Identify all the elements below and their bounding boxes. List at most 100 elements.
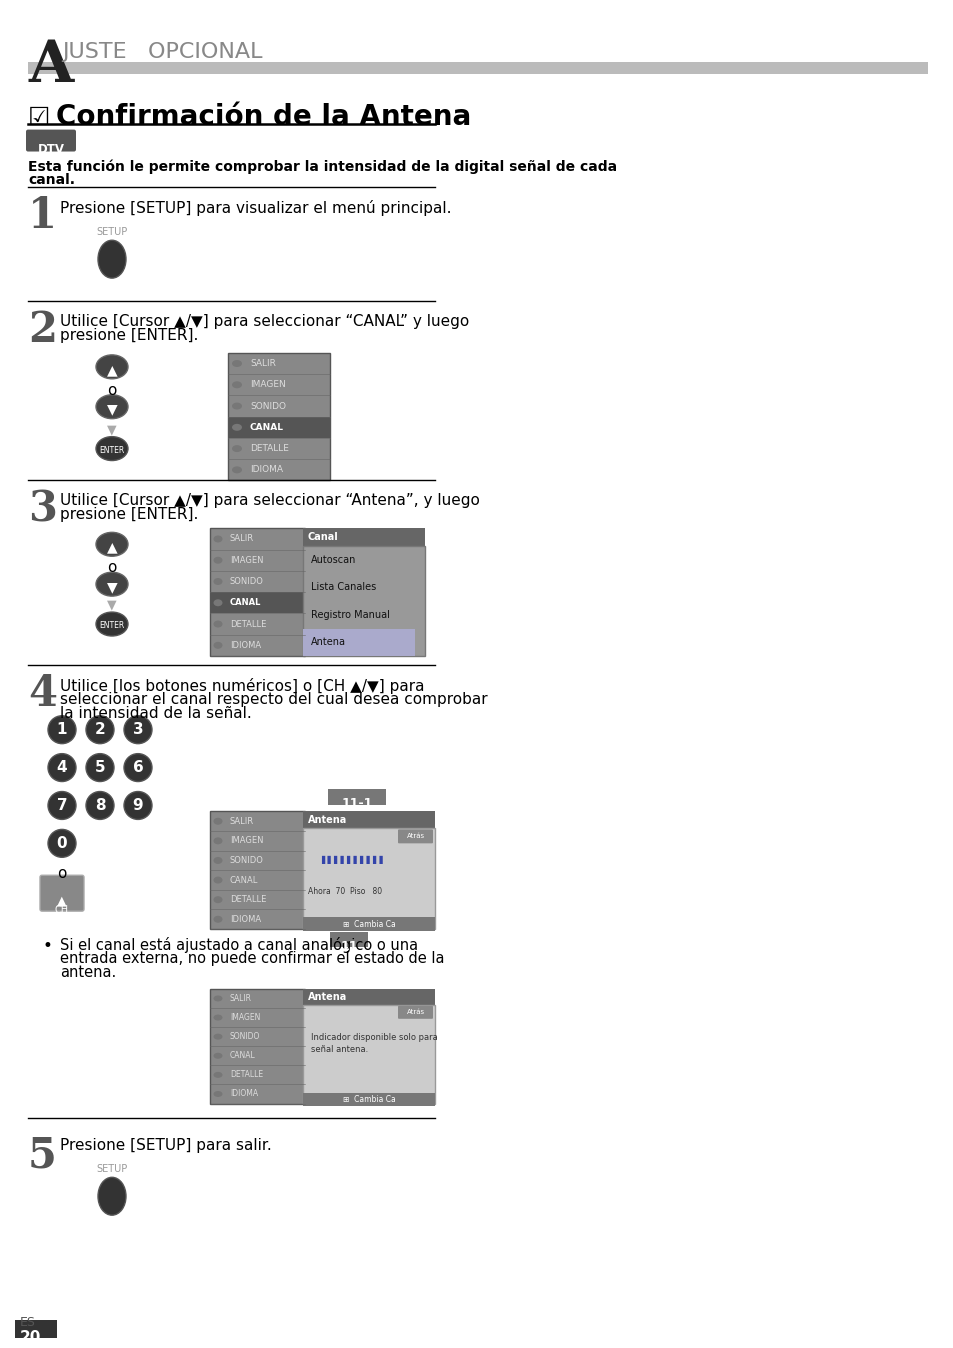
Text: 11-1: 11-1 — [341, 798, 373, 810]
Text: IMAGEN: IMAGEN — [230, 555, 263, 565]
Text: CANAL: CANAL — [250, 423, 284, 431]
Text: SALIR: SALIR — [250, 359, 275, 368]
Ellipse shape — [213, 876, 222, 883]
Text: 7: 7 — [56, 798, 68, 813]
Text: SALIR: SALIR — [230, 817, 253, 826]
Text: ENTER: ENTER — [99, 446, 125, 454]
Text: Confirmación de la Antena: Confirmación de la Antena — [56, 102, 471, 131]
Text: 4: 4 — [56, 760, 68, 775]
Text: Antena: Antena — [311, 638, 346, 647]
Text: Antena: Antena — [308, 992, 347, 1002]
Text: Presione [SETUP] para visualizar el menú principal.: Presione [SETUP] para visualizar el menú… — [60, 201, 451, 217]
Text: Esta función le permite comprobar la intensidad de la digital señal de cada: Esta función le permite comprobar la int… — [28, 159, 617, 174]
Ellipse shape — [48, 791, 76, 820]
FancyBboxPatch shape — [228, 417, 330, 438]
Text: ▼: ▼ — [107, 580, 117, 594]
Ellipse shape — [232, 466, 242, 473]
FancyBboxPatch shape — [210, 592, 305, 613]
Text: ▼: ▼ — [107, 403, 117, 417]
Text: Ahora  70  Piso   80: Ahora 70 Piso 80 — [308, 887, 382, 895]
FancyBboxPatch shape — [303, 829, 435, 929]
Text: Atrás: Atrás — [407, 1008, 425, 1015]
Text: Registro Manual: Registro Manual — [311, 609, 390, 620]
Ellipse shape — [124, 791, 152, 820]
Text: SALIR: SALIR — [230, 993, 252, 1003]
FancyBboxPatch shape — [303, 811, 435, 829]
Text: IDIOMA: IDIOMA — [230, 640, 261, 650]
Ellipse shape — [213, 1091, 222, 1097]
Ellipse shape — [213, 642, 222, 648]
FancyBboxPatch shape — [28, 62, 927, 74]
Ellipse shape — [124, 716, 152, 744]
Ellipse shape — [213, 818, 222, 825]
Text: CH: CH — [55, 905, 69, 915]
Ellipse shape — [213, 915, 222, 923]
Text: SALIR: SALIR — [230, 534, 253, 543]
Text: 1: 1 — [28, 195, 57, 237]
Text: 2: 2 — [28, 309, 57, 350]
Ellipse shape — [124, 754, 152, 782]
Text: Utilice [los botones numéricos] o [CH ▲/▼] para: Utilice [los botones numéricos] o [CH ▲/… — [60, 678, 424, 694]
FancyBboxPatch shape — [303, 628, 415, 656]
Text: entrada externa, no puede confirmar el estado de la: entrada externa, no puede confirmar el e… — [60, 950, 444, 967]
Text: la intensidad de la señal.: la intensidad de la señal. — [60, 706, 252, 721]
Text: •: • — [42, 937, 51, 954]
FancyBboxPatch shape — [397, 1006, 433, 1019]
Text: 20: 20 — [20, 1330, 41, 1345]
Ellipse shape — [213, 896, 222, 903]
Text: Antena: Antena — [308, 816, 347, 825]
Text: IMAGEN: IMAGEN — [230, 1014, 260, 1022]
Text: ▲: ▲ — [57, 894, 67, 907]
Text: DETALLE: DETALLE — [230, 620, 266, 628]
Text: presione [ENTER].: presione [ENTER]. — [60, 507, 198, 523]
Text: Presione [SETUP] para salir.: Presione [SETUP] para salir. — [60, 1139, 272, 1154]
Text: Canal: Canal — [308, 532, 338, 542]
Text: Autoscan: Autoscan — [311, 555, 356, 565]
FancyBboxPatch shape — [303, 546, 424, 656]
FancyBboxPatch shape — [210, 811, 305, 929]
Ellipse shape — [232, 403, 242, 410]
FancyBboxPatch shape — [228, 353, 330, 480]
Text: ES: ES — [20, 1316, 36, 1329]
Ellipse shape — [213, 837, 222, 844]
Ellipse shape — [213, 600, 222, 607]
Text: IDIOMA: IDIOMA — [230, 1089, 258, 1099]
Text: CANAL: CANAL — [230, 1051, 255, 1061]
Text: 2: 2 — [94, 723, 105, 737]
Text: Utilice [Cursor ▲/▼] para seleccionar “CANAL” y luego: Utilice [Cursor ▲/▼] para seleccionar “C… — [60, 314, 469, 329]
Text: o: o — [107, 561, 116, 576]
Text: IMAGEN: IMAGEN — [230, 836, 263, 845]
Ellipse shape — [213, 1053, 222, 1058]
FancyBboxPatch shape — [210, 989, 305, 1104]
Ellipse shape — [213, 995, 222, 1002]
Ellipse shape — [96, 355, 128, 379]
Ellipse shape — [98, 1177, 126, 1215]
Text: Si el canal está ajustado a canal analógico o una: Si el canal está ajustado a canal analóg… — [60, 937, 417, 953]
Text: DETALLE: DETALLE — [250, 443, 289, 453]
Ellipse shape — [48, 716, 76, 744]
Text: o: o — [57, 867, 67, 882]
Text: DTV: DTV — [37, 143, 65, 155]
Ellipse shape — [213, 557, 222, 563]
Text: Indicador disponible solo para
señal antena.: Indicador disponible solo para señal ant… — [311, 1033, 437, 1054]
Text: SONIDO: SONIDO — [230, 577, 264, 586]
Text: SETUP: SETUP — [96, 1165, 128, 1174]
Ellipse shape — [98, 240, 126, 278]
Ellipse shape — [232, 381, 242, 388]
FancyBboxPatch shape — [303, 917, 435, 931]
Ellipse shape — [96, 437, 128, 461]
Text: o: o — [107, 383, 116, 398]
Text: seleccionar el canal respecto del cual desea comprobar: seleccionar el canal respecto del cual d… — [60, 692, 487, 706]
Text: IDIOMA: IDIOMA — [250, 465, 283, 474]
Text: ⊞  Cambia Ca: ⊞ Cambia Ca — [342, 1095, 395, 1104]
Ellipse shape — [213, 1015, 222, 1020]
Text: 3: 3 — [132, 723, 143, 737]
Ellipse shape — [96, 395, 128, 419]
FancyBboxPatch shape — [303, 528, 424, 546]
FancyBboxPatch shape — [328, 789, 386, 806]
Text: A: A — [28, 38, 73, 94]
Text: IDIOMA: IDIOMA — [230, 915, 261, 923]
Text: Atrás: Atrás — [407, 833, 425, 840]
Text: ☑: ☑ — [28, 105, 51, 129]
Text: ▼: ▼ — [107, 423, 116, 437]
